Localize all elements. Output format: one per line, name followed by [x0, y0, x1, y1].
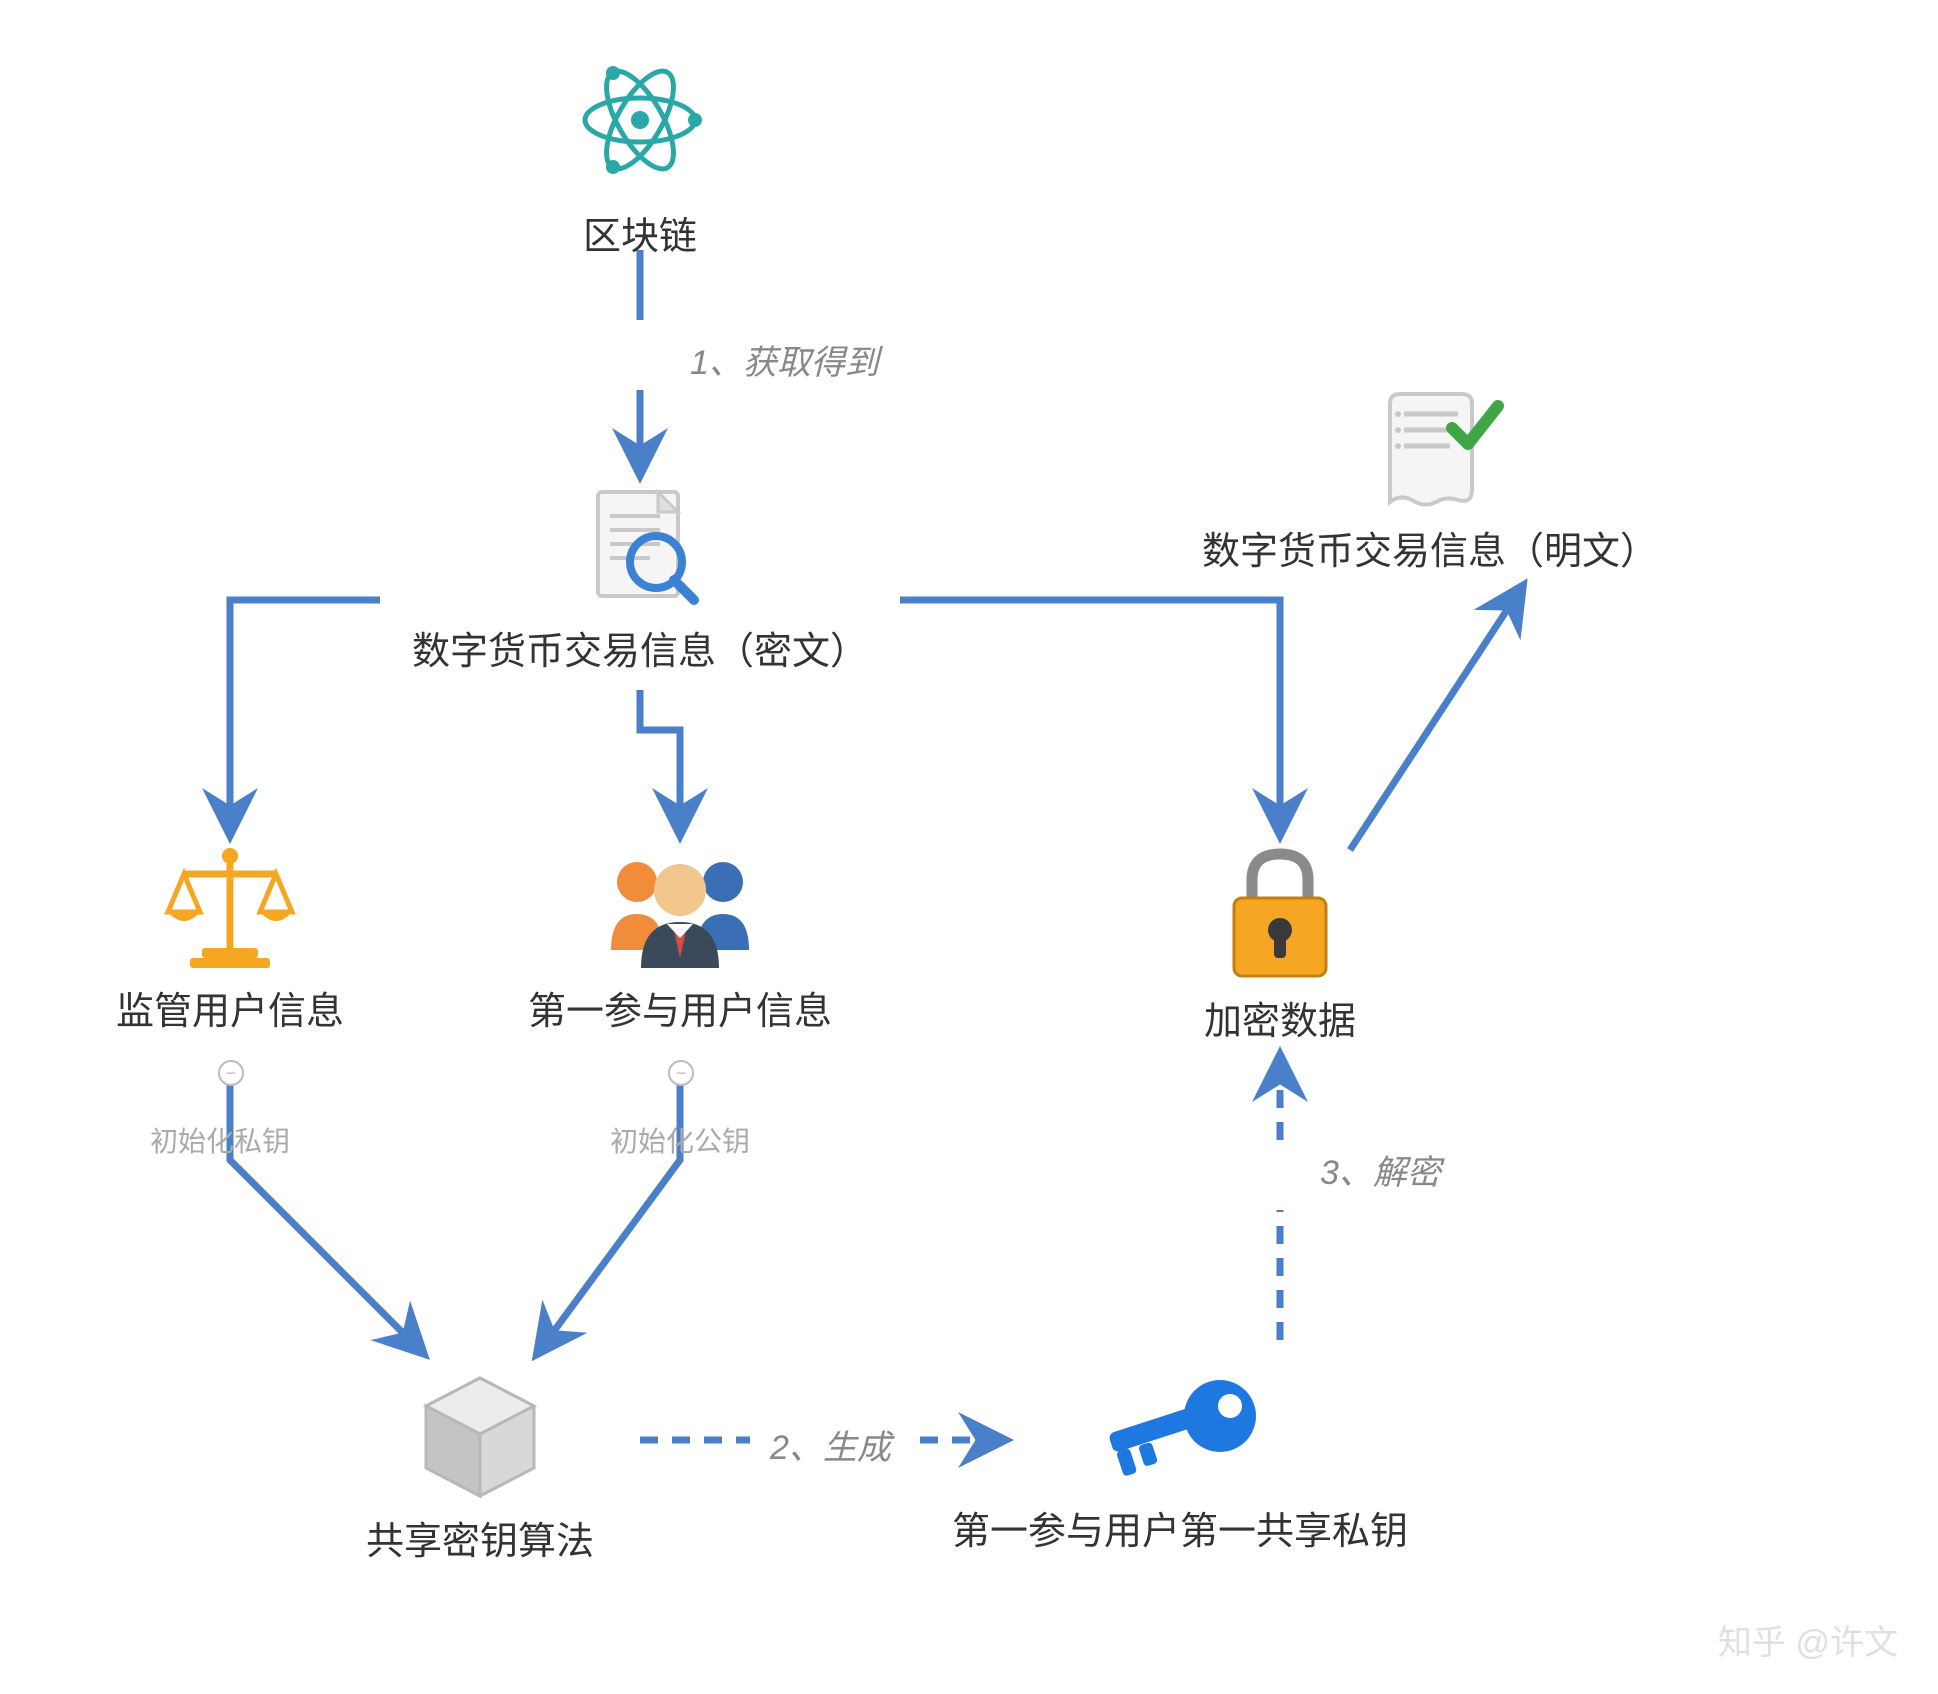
node-label: 数字货币交易信息（密文） [380, 620, 900, 675]
edge-label-3: 3、解密 [1320, 1145, 1441, 1194]
small-label-privkey: 初始化私钥 [150, 1120, 290, 1160]
edge-label-1: 1、获取得到 [690, 335, 879, 384]
minus-dot-icon: − [668, 1060, 694, 1086]
diagram-canvas: 区块链 数字货币交易信息（密文） 数字货币交易信息（明文） [0, 0, 1938, 1694]
node-regulator: 监管用户信息 [100, 840, 360, 1035]
node-blockchain: 区块链 [560, 50, 720, 260]
small-label-pubkey: 初始化公钥 [610, 1120, 750, 1160]
node-label: 区块链 [560, 205, 720, 260]
node-label: 第一参与用户信息 [520, 980, 840, 1035]
key-icon [1080, 1360, 1280, 1500]
scales-icon [150, 840, 310, 980]
doc-check-icon [1350, 380, 1510, 520]
lock-icon [1200, 840, 1360, 990]
atom-icon [560, 50, 720, 200]
watermark: 知乎 @许文 [1718, 1615, 1898, 1664]
node-ciphertext: 数字货币交易信息（密文） [380, 480, 900, 675]
node-plaintext: 数字货币交易信息（明文） [1180, 380, 1680, 575]
node-encrypted: 加密数据 [1160, 840, 1400, 1045]
node-label: 共享密钥算法 [340, 1510, 620, 1565]
node-label: 第一参与用户第一共享私钥 [950, 1500, 1410, 1555]
node-privatekey: 第一参与用户第一共享私钥 [950, 1360, 1410, 1555]
cube-icon [400, 1360, 560, 1510]
minus-dot-icon: − [218, 1060, 244, 1086]
node-label: 监管用户信息 [100, 980, 360, 1035]
people-icon [585, 840, 775, 980]
edge-label-2: 2、生成 [770, 1420, 891, 1469]
node-label: 加密数据 [1160, 990, 1400, 1045]
node-participant: 第一参与用户信息 [520, 840, 840, 1035]
doc-search-icon [560, 480, 720, 620]
node-label: 数字货币交易信息（明文） [1180, 520, 1680, 575]
node-algorithm: 共享密钥算法 [340, 1360, 620, 1565]
